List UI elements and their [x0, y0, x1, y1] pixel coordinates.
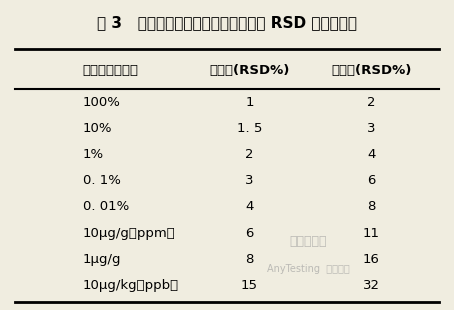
- Text: 0. 1%: 0. 1%: [83, 174, 120, 187]
- Text: 6: 6: [367, 174, 375, 187]
- Text: 重现性(RSD%): 重现性(RSD%): [331, 64, 412, 77]
- Text: 100%: 100%: [83, 95, 120, 108]
- Text: 4: 4: [245, 201, 254, 214]
- Text: 3: 3: [245, 174, 254, 187]
- Text: 8: 8: [367, 201, 375, 214]
- Text: 11: 11: [363, 227, 380, 240]
- Text: 1. 5: 1. 5: [237, 122, 262, 135]
- Text: 1%: 1%: [83, 148, 104, 161]
- Text: 重复性(RSD%): 重复性(RSD%): [209, 64, 290, 77]
- Text: 10μg/kg（ppb）: 10μg/kg（ppb）: [83, 279, 179, 292]
- Text: 32: 32: [363, 279, 380, 292]
- Text: 1μg/g: 1μg/g: [83, 253, 121, 266]
- Text: 0. 01%: 0. 01%: [83, 201, 129, 214]
- Text: 待测定成分含量: 待测定成分含量: [83, 64, 138, 77]
- Text: 6: 6: [245, 227, 254, 240]
- Text: 16: 16: [363, 253, 380, 266]
- Text: 2: 2: [367, 95, 375, 108]
- Text: 8: 8: [245, 253, 254, 266]
- Text: 10μg/g（ppm）: 10μg/g（ppm）: [83, 227, 175, 240]
- Text: 嘉嶇检测网: 嘉嶇检测网: [290, 235, 327, 247]
- Text: AnyTesting  石研江湖: AnyTesting 石研江湖: [267, 264, 350, 274]
- Text: 15: 15: [241, 279, 258, 292]
- Text: 1: 1: [245, 95, 254, 108]
- Text: 表 3   样品中待测定成分含量和精密度 RSD 可接受范围: 表 3 样品中待测定成分含量和精密度 RSD 可接受范围: [97, 16, 357, 30]
- Text: 3: 3: [367, 122, 375, 135]
- Text: 10%: 10%: [83, 122, 112, 135]
- Text: 2: 2: [245, 148, 254, 161]
- Text: 4: 4: [367, 148, 375, 161]
